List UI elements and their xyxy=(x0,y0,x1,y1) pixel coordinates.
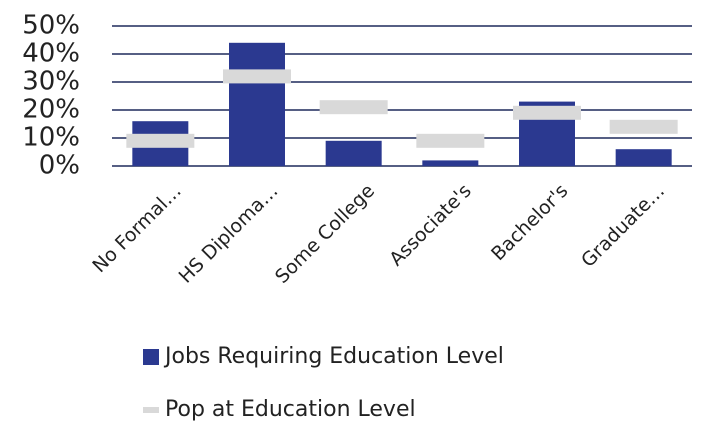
legend-label: Jobs Requiring Education Level xyxy=(163,344,504,369)
bar xyxy=(325,140,382,166)
marker xyxy=(319,100,388,115)
y-tick-label: 30% xyxy=(22,67,80,97)
legend-item: Pop at Education Level xyxy=(143,397,416,422)
marker xyxy=(513,105,581,120)
x-tick-label: Bachelor's xyxy=(487,180,572,265)
bar xyxy=(615,149,672,166)
marker xyxy=(416,133,485,148)
bar xyxy=(422,160,479,166)
legend-swatch xyxy=(143,407,159,413)
x-tick-label: Associate's xyxy=(385,180,476,271)
y-tick-label: 50% xyxy=(22,11,80,41)
y-tick-label: 20% xyxy=(22,95,80,125)
marker xyxy=(609,119,678,134)
x-tick-label: Some College xyxy=(271,180,379,288)
y-tick-label: 0% xyxy=(39,151,80,181)
legend-swatch xyxy=(143,349,159,365)
x-tick-label: No Formal… xyxy=(88,180,185,277)
y-tick-label: 40% xyxy=(22,39,80,69)
y-tick-label: 10% xyxy=(22,123,80,153)
x-tick-label: Graduate… xyxy=(577,180,669,272)
bar xyxy=(229,42,285,166)
legend-item: Jobs Requiring Education Level xyxy=(143,344,504,369)
legend-label: Pop at Education Level xyxy=(165,397,416,422)
marker xyxy=(223,69,291,84)
marker xyxy=(126,133,195,148)
x-tick-label: HS Diploma… xyxy=(175,180,283,288)
